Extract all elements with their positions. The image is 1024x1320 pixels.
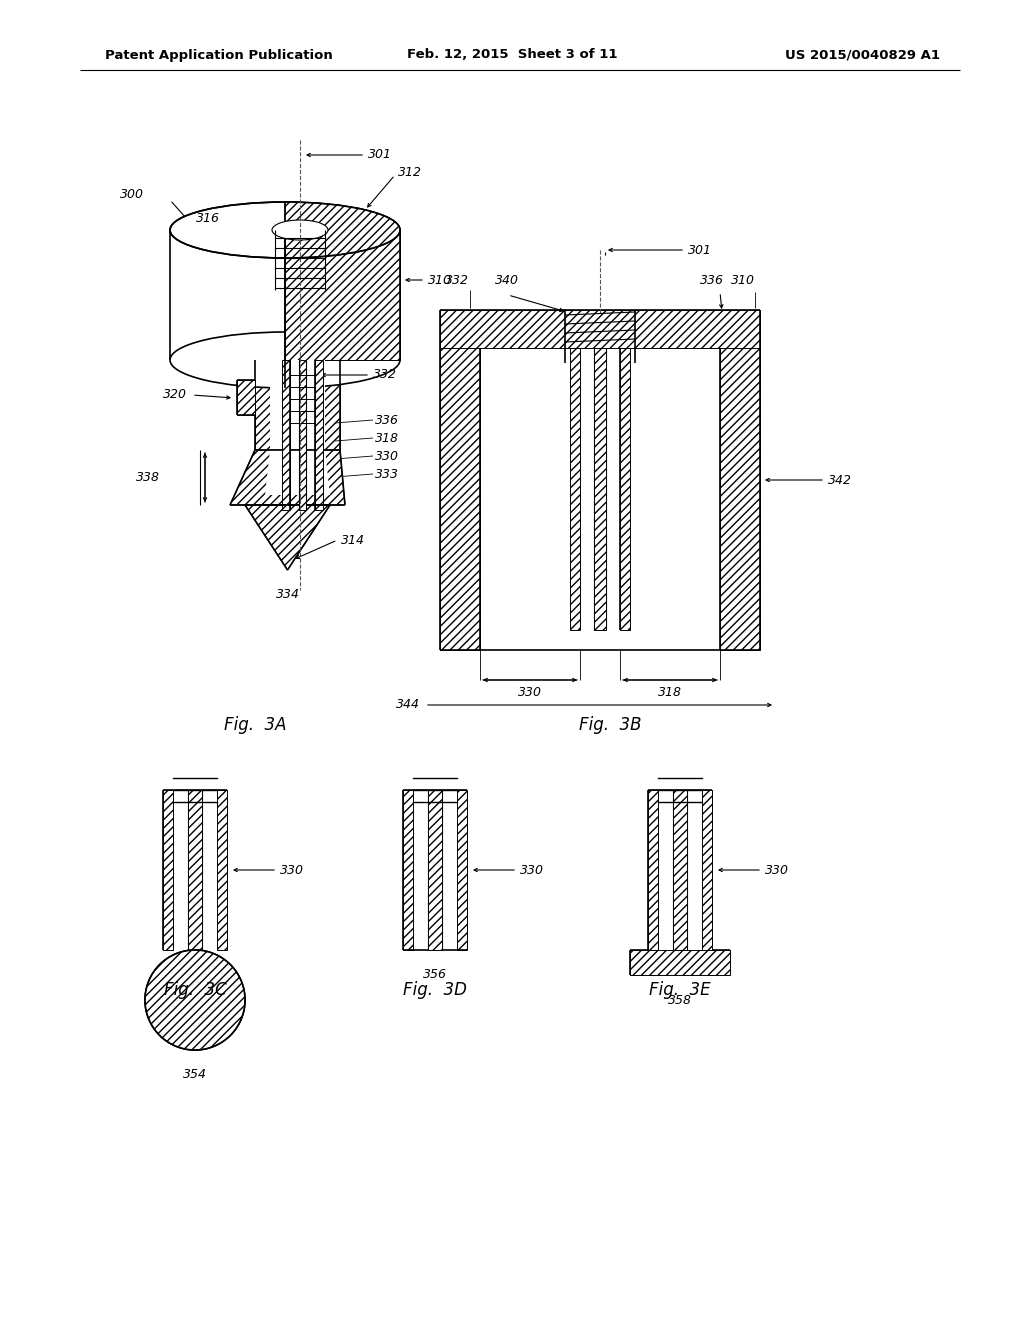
Text: 332: 332 — [445, 273, 469, 286]
Text: 318: 318 — [375, 432, 399, 445]
Polygon shape — [630, 950, 730, 975]
Text: 330: 330 — [280, 863, 304, 876]
Circle shape — [145, 950, 245, 1049]
Polygon shape — [673, 789, 687, 950]
Polygon shape — [315, 360, 323, 510]
Text: 318: 318 — [658, 685, 682, 698]
Polygon shape — [702, 789, 712, 950]
Polygon shape — [145, 950, 245, 1049]
Text: US 2015/0040829 A1: US 2015/0040829 A1 — [785, 49, 940, 62]
Polygon shape — [428, 789, 442, 950]
Text: 320: 320 — [163, 388, 187, 401]
Polygon shape — [440, 310, 760, 348]
Polygon shape — [594, 348, 606, 630]
Polygon shape — [648, 789, 658, 950]
Text: Patent Application Publication: Patent Application Publication — [105, 49, 333, 62]
Text: 356: 356 — [423, 969, 447, 982]
Polygon shape — [440, 310, 480, 649]
Polygon shape — [299, 360, 306, 510]
Text: 333: 333 — [375, 467, 399, 480]
Polygon shape — [285, 230, 400, 360]
Polygon shape — [255, 360, 340, 450]
Text: 330: 330 — [375, 450, 399, 462]
Polygon shape — [457, 789, 467, 950]
Text: 336: 336 — [375, 413, 399, 426]
Polygon shape — [237, 380, 255, 414]
Text: 340: 340 — [495, 273, 519, 286]
Text: 301: 301 — [688, 243, 712, 256]
Text: 316: 316 — [196, 211, 220, 224]
Polygon shape — [270, 360, 325, 450]
Text: 338: 338 — [136, 471, 160, 484]
Polygon shape — [245, 506, 330, 570]
Text: 344: 344 — [396, 698, 420, 711]
Text: 301: 301 — [368, 149, 392, 161]
Text: Fig.  3D: Fig. 3D — [403, 981, 467, 999]
Text: Fig.  3E: Fig. 3E — [649, 981, 711, 999]
Polygon shape — [403, 789, 413, 950]
Polygon shape — [570, 348, 580, 630]
Text: 336: 336 — [700, 273, 724, 286]
Ellipse shape — [272, 220, 328, 240]
Text: 358: 358 — [668, 994, 692, 1006]
Text: Fig.  3C: Fig. 3C — [164, 981, 226, 999]
Polygon shape — [285, 202, 400, 257]
Polygon shape — [282, 360, 290, 510]
Polygon shape — [720, 310, 760, 649]
Text: 314: 314 — [341, 533, 365, 546]
Text: 310: 310 — [731, 273, 755, 286]
Text: 330: 330 — [520, 863, 544, 876]
Text: 330: 330 — [765, 863, 790, 876]
Text: Fig.  3A: Fig. 3A — [224, 715, 287, 734]
Ellipse shape — [170, 202, 400, 257]
Polygon shape — [163, 789, 173, 950]
Ellipse shape — [170, 333, 400, 388]
Polygon shape — [620, 348, 630, 630]
Text: Fig.  3B: Fig. 3B — [579, 715, 641, 734]
Polygon shape — [188, 789, 202, 950]
Text: 342: 342 — [828, 474, 852, 487]
Text: 310: 310 — [428, 273, 452, 286]
Polygon shape — [230, 450, 345, 506]
Text: 354: 354 — [183, 1068, 207, 1081]
Text: 334: 334 — [275, 589, 299, 602]
Text: 300: 300 — [120, 189, 144, 202]
Text: 312: 312 — [398, 165, 422, 178]
Text: 332: 332 — [373, 368, 397, 381]
Text: Feb. 12, 2015  Sheet 3 of 11: Feb. 12, 2015 Sheet 3 of 11 — [407, 49, 617, 62]
Polygon shape — [265, 450, 330, 495]
Text: 330: 330 — [518, 685, 542, 698]
Polygon shape — [217, 789, 227, 950]
